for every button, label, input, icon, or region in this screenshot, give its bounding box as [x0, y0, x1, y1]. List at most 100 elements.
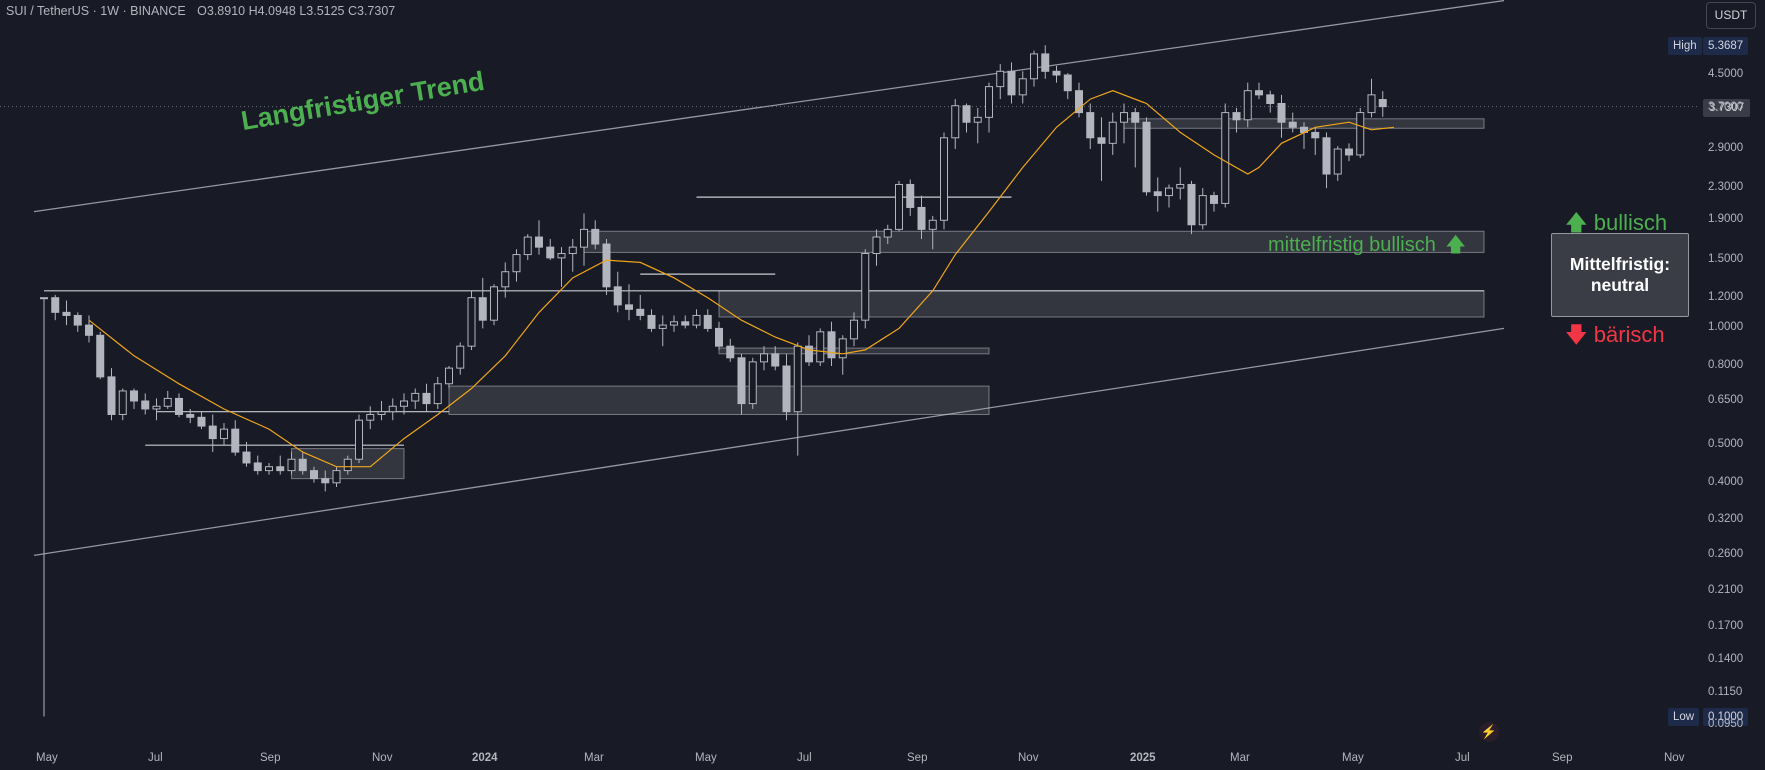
y-tick-label: 0.1400: [1708, 652, 1744, 665]
candle-body: [737, 357, 746, 405]
y-tick-label: 3.7000: [1708, 100, 1744, 113]
low-badge-value: 0.1000: [1703, 708, 1749, 726]
candle-body: [1255, 90, 1263, 96]
candle-body: [1075, 90, 1083, 114]
candle-body: [501, 271, 510, 288]
y-tick-label: 1.2000: [1708, 290, 1744, 303]
candle-body: [411, 392, 420, 402]
candle-body: [782, 365, 791, 413]
candle-body: [838, 338, 847, 359]
candle-body: [1142, 121, 1151, 193]
support-zone: [718, 290, 1485, 318]
y-tick-label: 0.5000: [1708, 438, 1744, 451]
candle-body: [85, 324, 93, 336]
candle-body: [973, 116, 982, 123]
candle-body: [1041, 53, 1050, 72]
candle-body: [962, 105, 971, 123]
x-tick-label: May: [1342, 752, 1364, 764]
y-tick-label: 4.5000: [1708, 68, 1744, 80]
candle-body: [1176, 183, 1185, 189]
candle-body: [1086, 112, 1095, 139]
y-tick-label: 0.2600: [1708, 548, 1744, 561]
candle-body: [748, 361, 757, 405]
candle-body: [636, 308, 645, 316]
candle-body: [703, 314, 712, 329]
x-tick-label: Nov: [1664, 752, 1685, 764]
lightning-icon[interactable]: ⚡: [1479, 722, 1499, 742]
candle-body: [141, 400, 150, 410]
y-tick-label: 0.2100: [1708, 584, 1744, 597]
candle-body: [1333, 148, 1342, 175]
candle-body: [512, 254, 521, 273]
low-badge-label: Low: [1668, 708, 1700, 726]
candle-body: [332, 470, 341, 484]
candle-body: [568, 246, 577, 254]
y-tick-label: 2.3000: [1708, 181, 1744, 194]
candle-body: [62, 311, 71, 316]
x-tick-label: May: [695, 752, 717, 764]
x-tick-label: May: [36, 752, 58, 764]
candle-body: [1311, 131, 1320, 139]
candle-body: [1097, 137, 1106, 144]
candle-body: [276, 466, 285, 472]
candle-body: [197, 416, 206, 427]
x-tick-label: Nov: [372, 752, 393, 764]
bullish-annotation: 🡅 bullisch: [1565, 206, 1667, 244]
candle-body: [827, 331, 836, 359]
candle-body: [107, 376, 116, 415]
x-tick-label: Sep: [260, 752, 281, 764]
symbol-label[interactable]: SUI / TetherUS · 1W · BINANCE: [6, 4, 186, 18]
candle-body: [355, 419, 363, 460]
candle-body: [1153, 191, 1162, 197]
candle-body: [422, 392, 431, 405]
candle-body: [793, 345, 802, 413]
arrow-up-icon: 🡅: [1445, 234, 1466, 256]
candle-body: [208, 425, 217, 440]
candle-body: [40, 297, 48, 300]
candle-body: [816, 331, 825, 363]
candle-body: [96, 334, 105, 378]
candle-body: [985, 86, 993, 118]
candle-body: [220, 428, 228, 440]
high-badge-value: 5.3687: [1703, 37, 1749, 55]
candle-body: [883, 228, 892, 238]
candle-body: [625, 304, 633, 310]
mid-term-value: neutral: [1590, 275, 1650, 295]
candle-body: [1367, 94, 1376, 114]
candle-body: [1131, 112, 1140, 123]
candle-body: [917, 206, 926, 230]
x-tick-label: 2025: [1130, 752, 1156, 764]
candle-body: [118, 390, 127, 415]
candle-body: [253, 462, 262, 472]
candle-body: [681, 321, 690, 326]
candle-body: [366, 413, 375, 421]
candle-body: [1266, 94, 1275, 104]
candle-body: [265, 466, 273, 472]
currency-button[interactable]: USDT: [1706, 2, 1756, 29]
candle-body: [1210, 195, 1218, 204]
y-tick-label: 0.0950: [1708, 718, 1744, 730]
candle-body: [130, 390, 138, 402]
candle-body: [1165, 187, 1173, 197]
candle-body: [715, 327, 723, 347]
candle-body: [1378, 99, 1387, 108]
candle-body: [287, 458, 296, 472]
candle-body: [872, 236, 881, 254]
high-badge-label: High: [1668, 37, 1702, 55]
x-tick-label: Jul: [1455, 752, 1470, 764]
candle-body: [861, 252, 870, 321]
candle-body: [692, 314, 701, 326]
mid-bullish-annotation: mittelfristig bullisch 🡅: [1268, 230, 1466, 264]
mid-bullish-label: mittelfristig bullisch: [1268, 234, 1436, 256]
candle-body: [951, 105, 960, 139]
candle-body: [940, 137, 948, 221]
x-tick-label: Jul: [148, 752, 163, 764]
candle-body: [1232, 112, 1241, 121]
candle-body: [760, 353, 768, 363]
candle-body: [771, 353, 780, 367]
y-tick-label: 0.1150: [1708, 685, 1743, 698]
candle-body: [535, 236, 543, 248]
candle-body: [670, 321, 678, 326]
candle-body: [906, 183, 915, 208]
